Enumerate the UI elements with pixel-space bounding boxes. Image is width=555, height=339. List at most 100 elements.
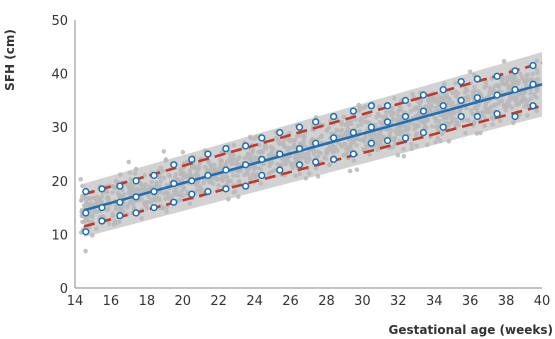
lower-marker: [349, 150, 358, 158]
x-tick-label: 26: [282, 294, 299, 309]
scatter-point: [429, 103, 435, 108]
scatter-point: [94, 226, 99, 231]
upper-marker: [312, 118, 320, 126]
scatter-point: [408, 108, 414, 114]
scatter-point: [487, 110, 493, 115]
scatter-point: [354, 167, 360, 172]
scatter-point: [267, 163, 272, 169]
scatter-point: [293, 173, 299, 179]
x-tick-label: 40: [534, 294, 551, 309]
scatter-point: [352, 117, 358, 123]
scatter-point: [110, 190, 115, 195]
scatter-point: [132, 171, 138, 176]
scatter-point: [180, 193, 185, 199]
scatter-point: [258, 166, 264, 172]
x-tick-label: 36: [462, 294, 479, 309]
scatter-point: [287, 138, 293, 144]
scatter-point: [245, 153, 251, 159]
scatter-point: [113, 178, 119, 184]
scatter-point: [355, 123, 361, 128]
median-marker: [98, 203, 106, 212]
scatter-point: [128, 177, 133, 182]
scatter-point: [177, 197, 182, 203]
median-marker: [204, 171, 212, 180]
scatter-point: [142, 173, 147, 178]
scatter-point: [409, 142, 414, 147]
scatter-point: [197, 165, 202, 171]
scatter-point: [344, 150, 350, 155]
scatter-point: [104, 189, 110, 195]
scatter-point: [231, 173, 236, 178]
scatter-point: [206, 159, 212, 164]
y-tick-label: 0: [60, 282, 68, 297]
scatter-point: [306, 152, 311, 157]
scatter-point: [508, 93, 513, 99]
scatter-point: [464, 117, 470, 123]
scatter-point: [525, 113, 530, 118]
scatter-point: [300, 134, 306, 139]
lower-marker: [529, 102, 537, 110]
upper-marker: [295, 123, 304, 131]
x-tick-label: 22: [210, 294, 227, 309]
lower-marker: [82, 228, 90, 236]
scatter-point: [367, 152, 372, 157]
scatter-point: [351, 158, 357, 164]
scatter-point: [282, 144, 287, 149]
lower-marker: [457, 112, 465, 121]
scatter-point: [399, 107, 404, 113]
scatter-point: [433, 139, 438, 145]
scatter-point: [301, 142, 307, 148]
scatter-point: [313, 165, 319, 171]
median-marker: [383, 118, 392, 126]
scatter-point: [254, 134, 259, 140]
y-tick-label: 10: [51, 228, 68, 243]
scatter-point: [395, 113, 401, 118]
scatter-point: [380, 137, 385, 142]
scatter-point: [375, 147, 380, 152]
scatter-point: [433, 105, 439, 111]
scatter-point: [141, 188, 147, 194]
scatter-point: [364, 119, 370, 125]
scatter-point: [520, 90, 526, 95]
scatter-point: [163, 196, 168, 202]
scatter-point: [143, 182, 149, 187]
scatter-point: [128, 181, 133, 187]
median-marker: [170, 179, 178, 188]
lower-marker: [419, 128, 428, 137]
scatter-point: [483, 101, 489, 106]
scatter-point: [252, 166, 257, 172]
median-marker: [367, 123, 376, 131]
scatter-point: [324, 150, 329, 156]
lower-marker: [329, 155, 338, 164]
scatter-point: [392, 96, 397, 101]
median-marker: [329, 134, 338, 142]
scatter-point: [215, 176, 220, 182]
scatter-point: [272, 167, 278, 173]
scatter-point: [363, 142, 369, 148]
scatter-point: [434, 124, 439, 129]
scatter-point: [147, 196, 153, 201]
scatter-point: [161, 175, 167, 181]
median-marker: [222, 166, 230, 174]
scatter-point: [248, 135, 254, 141]
scatter-point: [161, 149, 167, 154]
median-marker: [349, 128, 358, 137]
lower-marker: [439, 123, 447, 131]
scatter-point: [106, 196, 111, 201]
scatter-point: [488, 90, 494, 96]
scatter-point: [363, 135, 369, 140]
scatter-point: [497, 118, 503, 124]
scatter-point: [139, 216, 144, 221]
scatter-point: [429, 124, 435, 129]
scatter-point: [315, 174, 321, 179]
scatter-point: [391, 137, 396, 143]
scatter-point: [521, 95, 527, 101]
scatter-point: [293, 155, 298, 161]
upper-marker: [170, 161, 178, 169]
scatter-point: [485, 106, 490, 112]
scatter-point: [511, 79, 517, 85]
median-marker: [419, 107, 428, 115]
scatter-point: [220, 178, 225, 183]
centile-markers: [82, 61, 537, 236]
lower-marker: [258, 171, 266, 180]
